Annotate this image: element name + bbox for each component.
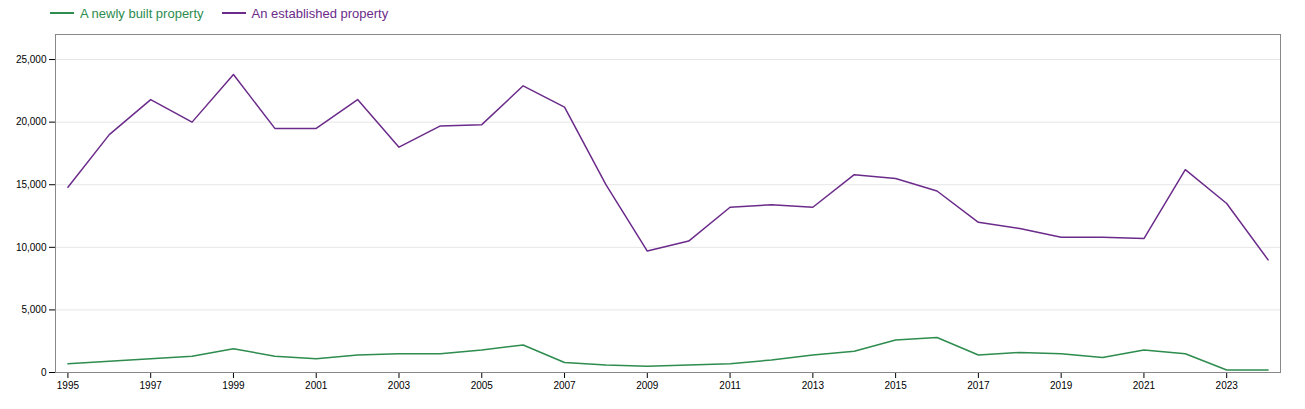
svg-text:2015: 2015	[884, 380, 907, 391]
svg-text:2005: 2005	[471, 380, 494, 391]
svg-text:15,000: 15,000	[16, 179, 47, 190]
svg-text:1995: 1995	[57, 380, 80, 391]
svg-text:25,000: 25,000	[16, 54, 47, 65]
svg-text:1999: 1999	[222, 380, 245, 391]
svg-text:20,000: 20,000	[16, 116, 47, 127]
svg-text:2017: 2017	[967, 380, 990, 391]
svg-text:5,000: 5,000	[21, 304, 46, 315]
svg-text:2003: 2003	[388, 380, 411, 391]
svg-text:2007: 2007	[553, 380, 576, 391]
svg-text:2009: 2009	[636, 380, 659, 391]
svg-text:2021: 2021	[1133, 380, 1156, 391]
html-text:A newly built property: A newly built property	[80, 5, 204, 21]
svg-text:0: 0	[41, 367, 47, 378]
svg-text:2011: 2011	[719, 380, 741, 391]
svg-text:1997: 1997	[140, 380, 163, 391]
svg-text:2023: 2023	[1216, 380, 1239, 391]
svg-text:10,000: 10,000	[16, 242, 47, 253]
svg-text:2001: 2001	[305, 380, 328, 391]
html-text:An established property: An established property	[251, 5, 389, 21]
svg-text:2013: 2013	[802, 380, 825, 391]
svg-text:2019: 2019	[1050, 380, 1073, 391]
